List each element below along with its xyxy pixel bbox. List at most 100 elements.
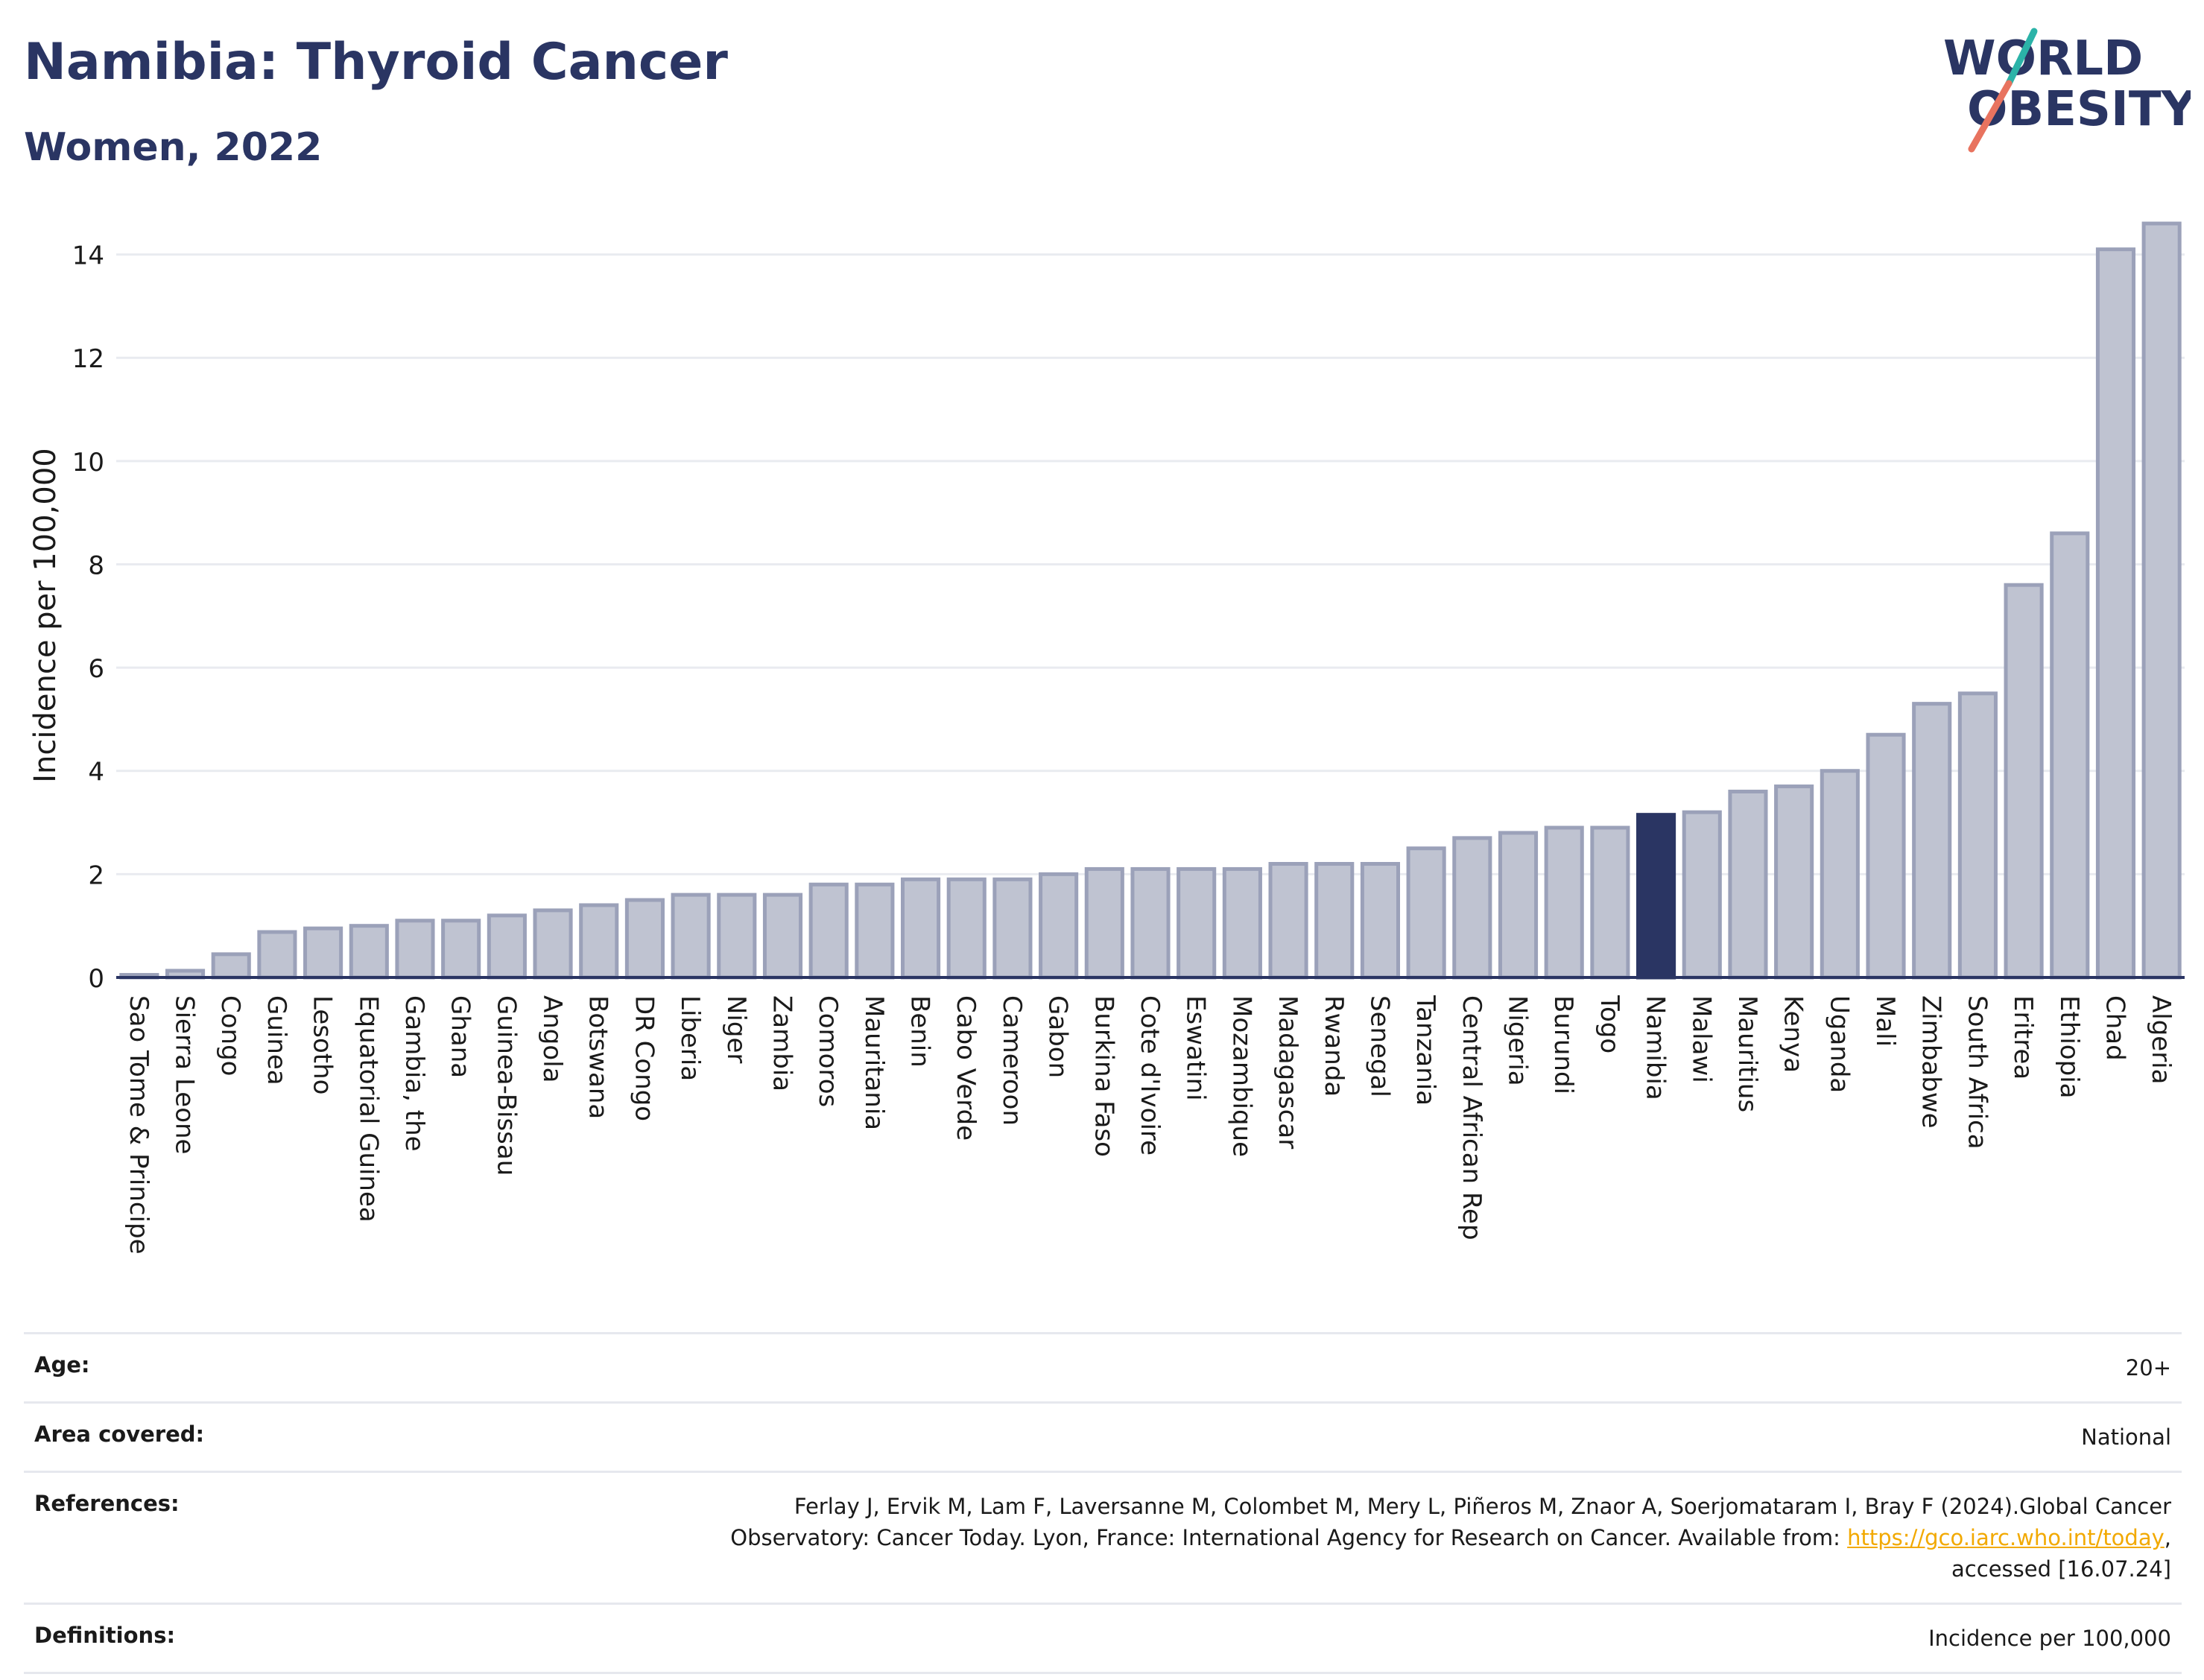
x-tick-label: Ghana	[446, 995, 475, 1078]
y-tick-label: 6	[88, 654, 104, 684]
y-tick-label: 12	[72, 344, 104, 374]
bar-botswana	[579, 903, 619, 980]
bar-zimbabwe	[1912, 702, 1952, 980]
x-tick-label: Equatorial Guinea	[353, 995, 383, 1223]
references-line1: Ferlay J, Ervik M, Lam F, Laversanne M, …	[794, 1494, 2171, 1519]
y-tick-label: 0	[88, 964, 104, 994]
x-tick-label: Burkina Faso	[1089, 995, 1118, 1157]
bar-central-african-rep	[1452, 836, 1492, 980]
x-tick-label: Sao Tome & Principe	[124, 995, 153, 1255]
page-title: Namibia: Thyroid Cancer	[24, 33, 728, 92]
area-value: National	[2081, 1424, 2171, 1450]
x-tick-label: Angola	[537, 995, 567, 1083]
x-tick-label: Comoros	[813, 995, 843, 1107]
references-link[interactable]: https://gco.iarc.who.int/today	[1847, 1525, 2165, 1550]
x-tick-label: Chad	[2100, 995, 2129, 1061]
x-tick-label: Gabon	[1043, 995, 1073, 1078]
info-row-age: Age: 20+	[24, 1333, 2182, 1403]
bar-tanzania	[1406, 846, 1446, 980]
references-line2-post: ,	[2164, 1525, 2171, 1550]
bar-cote-d-ivoire	[1130, 866, 1171, 980]
area-label: Area covered:	[34, 1421, 205, 1447]
bar-algeria	[2141, 221, 2182, 980]
bar-niger	[717, 893, 757, 980]
info-row-definitions: Definitions: Incidence per 100,000	[24, 1603, 2182, 1673]
bar-mauritania	[855, 882, 895, 980]
x-tick-label: Gambia, the	[399, 995, 429, 1152]
bar-burkina-faso	[1084, 866, 1124, 980]
y-tick-label: 2	[88, 860, 104, 890]
bar-cameroon	[992, 877, 1033, 980]
bar-uganda	[1820, 769, 1860, 980]
references-line2-pre: Observatory: Cancer Today. Lyon, France:…	[730, 1525, 1848, 1550]
x-tick-label: Mozambique	[1226, 995, 1256, 1157]
bar-kenya	[1774, 784, 1814, 980]
bar-eswatini	[1177, 866, 1217, 980]
bar-mali	[1866, 732, 1906, 980]
x-tick-labels: Sao Tome & Principe Sierra Leone Congo Guin…	[124, 995, 2176, 1255]
bar-liberia	[671, 893, 711, 980]
x-tick-label: Zimbabwe	[1916, 995, 1946, 1129]
y-tick-labels: 0 2 4 6 8 10 12 14	[72, 241, 104, 994]
x-tick-label: Guinea-Bissau	[491, 995, 521, 1176]
bar-nigeria	[1498, 831, 1539, 980]
x-tick-label: Uganda	[1824, 995, 1854, 1093]
x-tick-label: Nigeria	[1503, 995, 1533, 1086]
bar-lesotho	[303, 926, 343, 980]
bar-rwanda	[1314, 862, 1355, 980]
logo-line1: WORLD	[1943, 31, 2143, 86]
y-tick-label: 4	[88, 758, 104, 787]
bar-ethiopia	[2050, 531, 2090, 980]
bar-benin	[900, 877, 941, 980]
bar-dr-congo	[624, 898, 665, 980]
references-value: Ferlay J, Ervik M, Lam F, Laversanne M, …	[462, 1472, 2182, 1604]
x-tick-label: South Africa	[1962, 995, 1992, 1150]
bar-senegal	[1360, 862, 1401, 980]
references-line3: accessed [16.07.24]	[1951, 1556, 2171, 1582]
x-tick-label: Cameroon	[997, 995, 1027, 1126]
y-tick-label: 10	[72, 448, 104, 478]
x-tick-label: Central African Rep	[1457, 995, 1486, 1240]
age-value: 20+	[2125, 1355, 2171, 1381]
logo-slash-teal	[2005, 28, 2038, 87]
x-tick-label: Sierra Leone	[170, 995, 200, 1154]
x-tick-label: Congo	[215, 995, 245, 1076]
logo-slash-coral	[1968, 80, 2013, 153]
info-row-references: References: Ferlay J, Ervik M, Lam F, La…	[24, 1471, 2182, 1604]
x-tick-label: Mali	[1870, 995, 1900, 1047]
x-tick-label: Ethiopia	[2054, 995, 2084, 1098]
x-tick-label: Niger	[721, 995, 751, 1063]
x-tick-label: Burundi	[1548, 995, 1578, 1094]
bar-burundi	[1544, 825, 1584, 980]
x-tick-label: Madagascar	[1273, 995, 1302, 1149]
references-label: References:	[34, 1491, 180, 1516]
x-tick-label: Cote d'Ivoire	[1135, 995, 1165, 1156]
x-tick-label: DR Congo	[629, 995, 659, 1121]
bar-ghana	[441, 919, 481, 980]
x-tick-label: Algeria	[2146, 995, 2176, 1084]
bar-mozambique	[1222, 866, 1262, 980]
bar-chart: 0 2 4 6 8 10 12 14 Sao Tome & Principe Sierra Le…	[28, 221, 2185, 1255]
x-tick-label: Rwanda	[1319, 995, 1349, 1097]
bar-zambia	[762, 893, 803, 980]
y-axis-label: Incidence per 100,000	[28, 448, 63, 783]
bar-togo	[1590, 825, 1630, 980]
bar-comoros	[808, 882, 849, 980]
x-tick-label: Botswana	[583, 995, 613, 1119]
bar-eritrea	[2004, 583, 2044, 980]
bar-cabo-verde	[946, 877, 987, 980]
bar-namibia	[1636, 813, 1676, 980]
x-tick-label: Namibia	[1641, 995, 1671, 1100]
x-tick-label: Eswatini	[1181, 995, 1211, 1101]
x-tick-label: Malawi	[1686, 995, 1716, 1083]
x-tick-label: Mauritius	[1732, 995, 1762, 1112]
bar-mauritius	[1728, 789, 1768, 980]
y-tick-label: 14	[72, 241, 104, 271]
bar-guinea-bissau	[487, 913, 527, 980]
x-tick-label: Togo	[1595, 995, 1624, 1053]
bar-angola	[533, 908, 573, 980]
definitions-value: Incidence per 100,000	[1928, 1626, 2171, 1651]
bar-equatorial-guinea	[349, 924, 389, 980]
x-tick-label: Eritrea	[2008, 995, 2038, 1080]
bar-madagascar	[1268, 862, 1308, 980]
